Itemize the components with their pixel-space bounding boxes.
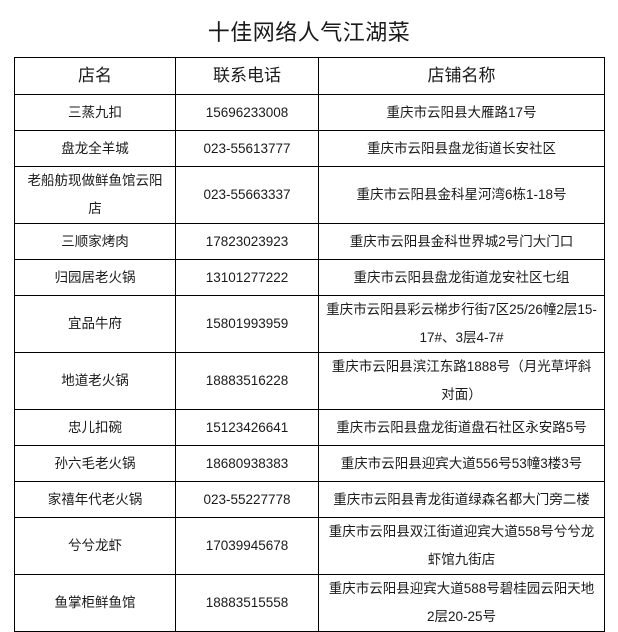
address-cell: 重庆市云阳县金科世界城2号门大门口 <box>318 223 605 260</box>
header-store-name: 店名 <box>14 57 176 95</box>
address-cell: 重庆市云阳县迎宾大道588号碧桂园云阳天地2层20-25号 <box>318 574 605 632</box>
address-cell: 重庆市云阳县金科星河湾6栋1-18号 <box>318 166 605 224</box>
store-name-cell: 宜品牛府 <box>14 295 176 353</box>
phone-cell: 023-55227778 <box>175 481 319 518</box>
phone-cell: 18883515558 <box>175 574 319 632</box>
phone-cell: 18883516228 <box>175 352 319 410</box>
table-row: 兮兮龙虾 17039945678 重庆市云阳县双江街道迎宾大道558号兮兮龙虾馆… <box>14 517 605 575</box>
store-name-cell: 盘龙全羊城 <box>14 130 176 167</box>
address-cell: 重庆市云阳县迎宾大道556号53幢3楼3号 <box>318 445 605 482</box>
store-name-cell: 地道老火锅 <box>14 352 176 410</box>
address-cell: 重庆市云阳县盘龙街道长安社区 <box>318 130 605 167</box>
phone-cell: 17823023923 <box>175 223 319 260</box>
table-row: 忠儿扣碗 15123426641 重庆市云阳县盘龙街道盘石社区永安路5号 <box>14 409 605 446</box>
store-name-cell: 忠儿扣碗 <box>14 409 176 446</box>
address-cell: 重庆市云阳县滨江东路1888号（月光草坪斜对面） <box>318 352 605 410</box>
table-body: 三蒸九扣 15696233008 重庆市云阳县大雁路17号 盘龙全羊城 023-… <box>14 94 605 632</box>
table-header-row: 店名 联系电话 店铺名称 <box>14 57 605 95</box>
store-name-cell: 兮兮龙虾 <box>14 517 176 575</box>
table-row: 三蒸九扣 15696233008 重庆市云阳县大雁路17号 <box>14 94 605 131</box>
store-name-cell: 鱼掌柜鲜鱼馆 <box>14 574 176 632</box>
table-row: 地道老火锅 18883516228 重庆市云阳县滨江东路1888号（月光草坪斜对… <box>14 352 605 410</box>
table-row: 孙六毛老火锅 18680938383 重庆市云阳县迎宾大道556号53幢3楼3号 <box>14 445 605 482</box>
store-name-cell: 三顺家烤肉 <box>14 223 176 260</box>
address-cell: 重庆市云阳县彩云梯步行街7区25/26幢2层15-17#、3层4-7# <box>318 295 605 353</box>
address-cell: 重庆市云阳县青龙街道绿森名都大门旁二楼 <box>318 481 605 518</box>
table-row: 盘龙全羊城 023-55613777 重庆市云阳县盘龙街道长安社区 <box>14 130 605 167</box>
address-cell: 重庆市云阳县盘龙街道龙安社区七组 <box>318 259 605 296</box>
phone-cell: 15801993959 <box>175 295 319 353</box>
address-cell: 重庆市云阳县双江街道迎宾大道558号兮兮龙虾馆九街店 <box>318 517 605 575</box>
phone-cell: 15696233008 <box>175 94 319 131</box>
table-row: 鱼掌柜鲜鱼馆 18883515558 重庆市云阳县迎宾大道588号碧桂园云阳天地… <box>14 574 605 632</box>
store-name-cell: 家禧年代老火锅 <box>14 481 176 518</box>
header-shop-name: 店铺名称 <box>318 57 605 95</box>
restaurant-table: 店名 联系电话 店铺名称 三蒸九扣 15696233008 重庆市云阳县大雁路1… <box>14 57 605 632</box>
page-title: 十佳网络人气江湖菜 <box>207 20 411 45</box>
store-name-cell: 归园居老火锅 <box>14 259 176 296</box>
address-cell: 重庆市云阳县盘龙街道盘石社区永安路5号 <box>318 409 605 446</box>
table-row: 老船舫现做鲜鱼馆云阳店 023-55663337 重庆市云阳县金科星河湾6栋1-… <box>14 166 605 224</box>
table-row: 家禧年代老火锅 023-55227778 重庆市云阳县青龙街道绿森名都大门旁二楼 <box>14 481 605 518</box>
phone-cell: 13101277222 <box>175 259 319 296</box>
store-name-cell: 老船舫现做鲜鱼馆云阳店 <box>14 166 176 224</box>
header-phone: 联系电话 <box>175 57 319 95</box>
phone-cell: 15123426641 <box>175 409 319 446</box>
table-row: 三顺家烤肉 17823023923 重庆市云阳县金科世界城2号门大门口 <box>14 223 605 260</box>
phone-cell: 023-55613777 <box>175 130 319 167</box>
store-name-cell: 孙六毛老火锅 <box>14 445 176 482</box>
phone-cell: 18680938383 <box>175 445 319 482</box>
store-name-cell: 三蒸九扣 <box>14 94 176 131</box>
table-row: 宜品牛府 15801993959 重庆市云阳县彩云梯步行街7区25/26幢2层1… <box>14 295 605 353</box>
table-row: 归园居老火锅 13101277222 重庆市云阳县盘龙街道龙安社区七组 <box>14 259 605 296</box>
phone-cell: 023-55663337 <box>175 166 319 224</box>
phone-cell: 17039945678 <box>175 517 319 575</box>
address-cell: 重庆市云阳县大雁路17号 <box>318 94 605 131</box>
